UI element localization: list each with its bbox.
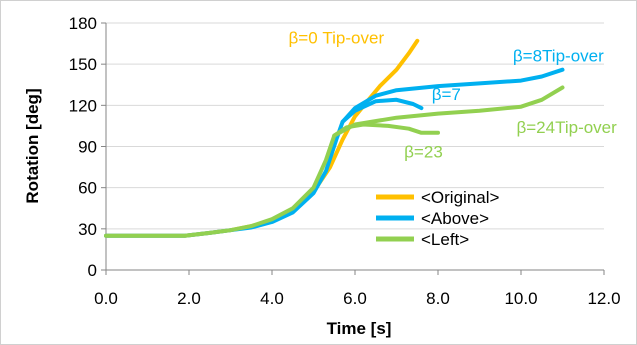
series-lines — [104, 38, 565, 238]
x-tick-label: 2.0 — [177, 289, 201, 308]
x-tick-label: 10.0 — [504, 289, 537, 308]
x-tick-label: 6.0 — [343, 289, 367, 308]
annotation-label: β=24Tip-over — [516, 118, 617, 137]
x-tick-label: 4.0 — [260, 289, 284, 308]
y-tick-label: 30 — [78, 220, 97, 239]
annotation-label: β=23 — [404, 142, 443, 161]
axes: 0 30 60 90 120 150 180 0.0 2.0 4.0 6.0 8.0 10.0 12.0 — [69, 14, 621, 308]
x-tick-label: 12.0 — [587, 289, 620, 308]
annotation-label: β=0 Tip-over — [289, 29, 385, 48]
y-tick-label: 120 — [69, 96, 97, 115]
x-axis-title: Time [s] — [327, 319, 392, 338]
annotation-label: β=7 — [432, 85, 461, 104]
y-tick-label: 180 — [69, 14, 97, 33]
legend-label: <Original> — [421, 188, 500, 207]
y-axis-title: Rotation [deg] — [23, 88, 42, 203]
y-tick-label: 0 — [88, 261, 97, 280]
x-tick-label: 8.0 — [426, 289, 450, 308]
annotations: β=0 Tip-over β=8Tip-over β=7 β=24Tip-over β=… — [289, 29, 618, 162]
x-tick-label: 0.0 — [94, 289, 118, 308]
annotation-label: β=8Tip-over — [513, 46, 604, 65]
y-tick-label: 150 — [69, 55, 97, 74]
series-line-3 — [104, 122, 440, 238]
y-tick-label: 60 — [78, 179, 97, 198]
y-tick-label: 90 — [78, 138, 97, 157]
series-line-2 — [340, 67, 565, 124]
legend-label: <Above> — [421, 209, 489, 228]
legend: <Original> <Above> <Left> — [376, 188, 500, 249]
legend-label: <Left> — [421, 230, 469, 249]
gridlines — [106, 22, 604, 230]
series-line-4 — [332, 85, 565, 138]
